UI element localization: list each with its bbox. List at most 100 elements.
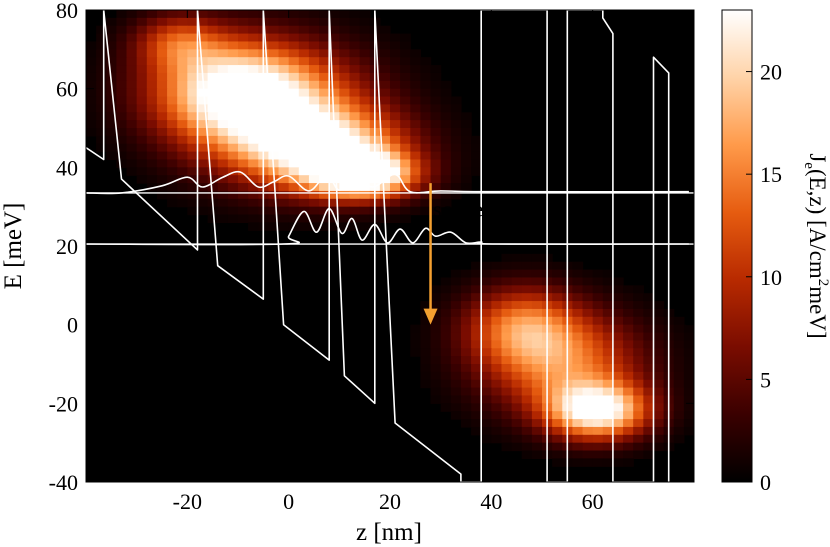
heatmap-cell bbox=[319, 214, 330, 223]
heatmap-cell bbox=[187, 57, 199, 66]
heatmap-cell bbox=[298, 222, 310, 231]
heatmap-cell bbox=[572, 261, 584, 271]
heatmap-cell bbox=[592, 442, 604, 452]
heatmap-cell bbox=[308, 135, 320, 145]
heatmap-cell bbox=[400, 143, 411, 153]
heatmap-cell bbox=[673, 316, 685, 326]
heatmap-cell bbox=[420, 96, 432, 105]
heatmap-cell bbox=[440, 120, 452, 129]
heatmap-cell bbox=[167, 41, 178, 50]
heatmap-cell bbox=[339, 49, 351, 58]
heatmap-cell bbox=[521, 371, 533, 381]
heatmap-cell bbox=[653, 426, 665, 436]
heatmap-cell bbox=[248, 17, 259, 27]
heatmap-cell bbox=[572, 316, 584, 326]
heatmap-cell bbox=[106, 128, 117, 137]
heatmap-cell bbox=[450, 387, 462, 397]
heatmap-cell bbox=[531, 348, 543, 357]
heatmap-cell bbox=[552, 426, 563, 436]
heatmap-cell bbox=[450, 112, 462, 121]
colorbar-tick-label: 10 bbox=[760, 265, 782, 290]
heatmap-cell bbox=[683, 379, 694, 389]
heatmap-cell bbox=[511, 426, 523, 436]
heatmap-cell bbox=[227, 183, 239, 192]
heatmap-cell bbox=[511, 371, 523, 381]
heatmap-cell bbox=[430, 395, 442, 404]
heatmap-cell bbox=[86, 49, 97, 58]
heatmap-cell bbox=[96, 112, 107, 121]
heatmap-cell bbox=[572, 308, 584, 318]
heatmap-cell bbox=[653, 403, 665, 412]
heatmap-cell bbox=[572, 442, 584, 452]
heatmap-cell bbox=[612, 379, 624, 389]
heatmap-cell bbox=[248, 222, 259, 231]
heatmap-cell bbox=[349, 206, 361, 216]
heatmap-cell bbox=[349, 143, 361, 153]
heatmap-cell bbox=[602, 403, 614, 412]
heatmap-cell bbox=[430, 293, 442, 302]
heatmap-cell bbox=[288, 190, 300, 200]
heatmap-cell bbox=[288, 33, 300, 43]
heatmap-cell bbox=[238, 167, 249, 176]
heatmap-cell bbox=[430, 104, 442, 113]
heatmap-cell bbox=[207, 41, 219, 50]
heatmap-cell bbox=[673, 387, 685, 397]
heatmap-cell bbox=[602, 332, 614, 341]
heatmap-cell bbox=[481, 261, 492, 271]
heatmap-cell bbox=[612, 403, 624, 412]
heatmap-cell bbox=[217, 143, 229, 153]
heatmap-cell bbox=[329, 183, 340, 192]
heatmap-cell bbox=[106, 104, 117, 113]
heatmap-cell bbox=[400, 65, 411, 74]
heatmap-cell bbox=[167, 167, 178, 176]
heatmap-cell bbox=[450, 411, 462, 420]
heatmap-cell bbox=[481, 364, 492, 373]
heatmap-cell bbox=[501, 371, 513, 381]
heatmap-cell bbox=[410, 112, 421, 121]
heatmap-cell bbox=[248, 120, 259, 129]
heatmap-cell bbox=[592, 269, 604, 279]
heatmap-cell bbox=[440, 348, 452, 357]
heatmap-cell bbox=[612, 316, 624, 326]
heatmap-cell bbox=[521, 308, 533, 318]
heatmap-cell bbox=[460, 175, 472, 184]
heatmap-cell bbox=[126, 135, 138, 145]
heatmap-cell bbox=[217, 17, 229, 27]
heatmap-cell bbox=[319, 17, 330, 27]
heatmap-cell bbox=[339, 206, 351, 216]
heatmap-cell bbox=[410, 175, 421, 184]
heatmap-cell bbox=[136, 167, 148, 176]
heatmap-cell bbox=[481, 348, 492, 357]
heatmap-cell bbox=[623, 332, 634, 341]
heatmap-cell bbox=[602, 324, 614, 334]
heatmap-cell bbox=[136, 65, 148, 74]
conduction-band-profile bbox=[86, 10, 670, 482]
heatmap-cell bbox=[248, 96, 259, 105]
heatmap-cell bbox=[308, 57, 320, 66]
heatmap-cell bbox=[207, 214, 219, 223]
heatmap-cell bbox=[177, 41, 188, 50]
heatmap-cell bbox=[643, 348, 655, 357]
heatmap-cell bbox=[268, 25, 280, 35]
heatmap-cell bbox=[268, 120, 280, 129]
heatmap-cell bbox=[410, 120, 421, 129]
heatmap-cell bbox=[238, 41, 249, 50]
heatmap-cell bbox=[501, 324, 513, 334]
heatmap-cell bbox=[623, 356, 634, 365]
heatmap-cell bbox=[339, 25, 351, 35]
heatmap-cell bbox=[531, 403, 543, 412]
heatmap-cell bbox=[420, 371, 432, 381]
heatmap-cell bbox=[440, 167, 452, 176]
heatmap-cell bbox=[511, 434, 523, 444]
heatmap-cell bbox=[390, 143, 401, 153]
heatmap-cell bbox=[420, 167, 432, 176]
heatmap-cell bbox=[227, 33, 239, 43]
heatmap-cell bbox=[582, 379, 594, 389]
heatmap-cell bbox=[633, 324, 644, 334]
heatmap-cell bbox=[582, 348, 594, 357]
heatmap-cell bbox=[521, 348, 533, 357]
heatmap-cell bbox=[319, 183, 330, 192]
heatmap-cell bbox=[643, 442, 655, 452]
heatmap-cell bbox=[167, 10, 178, 19]
heatmap-cell bbox=[248, 128, 259, 137]
